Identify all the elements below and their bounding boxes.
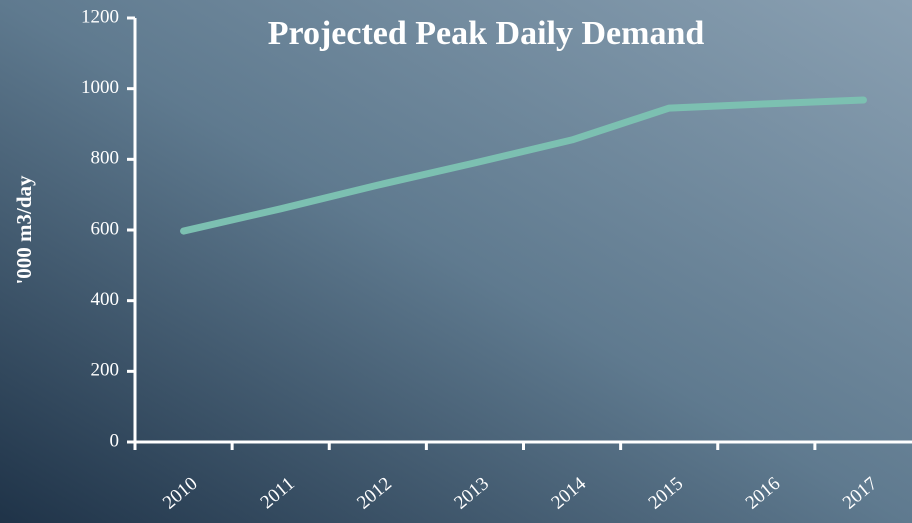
y-tick-label: 400 [91,289,120,310]
y-tick-label: 200 [91,360,120,381]
y-tick-label: 1000 [81,77,119,98]
line-series [180,96,867,235]
y-axis-title: '000 m3/day [12,175,36,285]
y-tick-label: 1200 [81,6,119,27]
y-tick-label: 800 [91,148,120,169]
chart-title: Projected Peak Daily Demand [268,15,705,52]
y-tick-label: 0 [110,430,120,451]
y-tick-label: 600 [91,218,120,239]
